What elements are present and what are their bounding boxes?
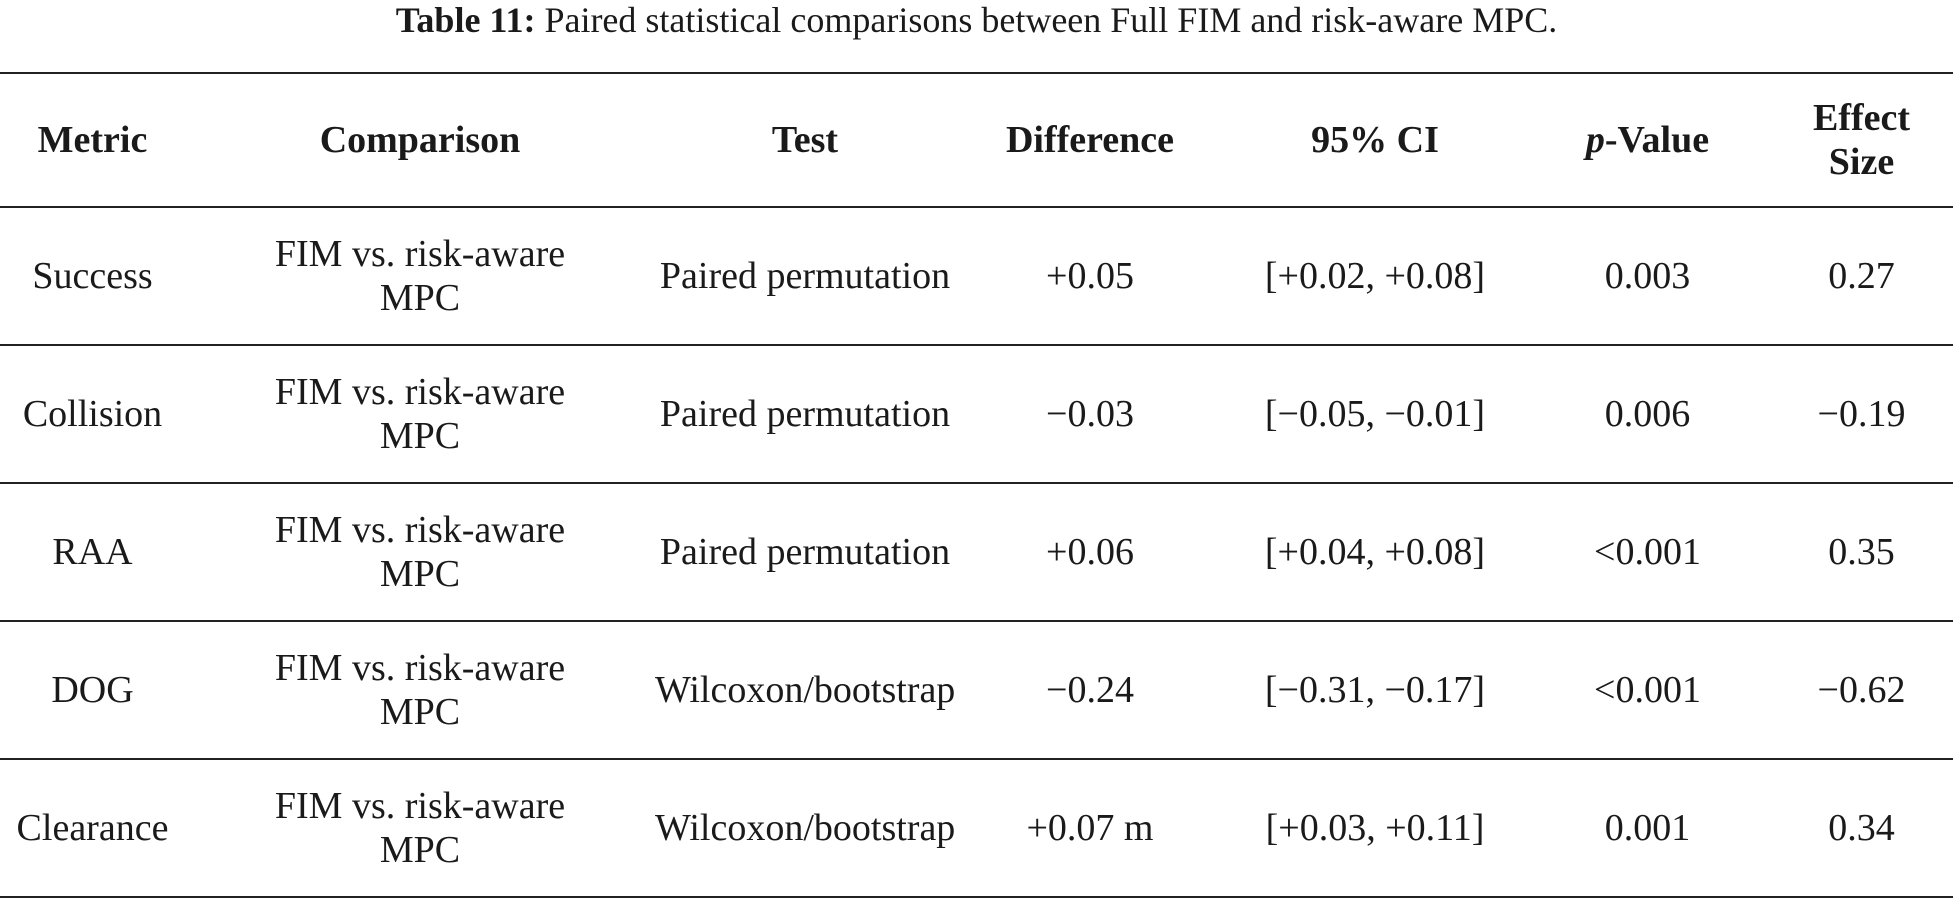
cell-test: Paired permutation	[655, 207, 955, 346]
cell-pvalue: <0.001	[1525, 483, 1770, 622]
cell-comparison-line2: MPC	[379, 277, 461, 319]
header-metric: Metric	[0, 72, 185, 208]
header-pvalue-rest: -Value	[1604, 119, 1710, 161]
cell-effect-size: 0.34	[1770, 759, 1953, 898]
cell-comparison-line1: FIM vs. risk-aware	[274, 233, 566, 275]
header-ci: 95% CI	[1225, 72, 1525, 208]
cell-metric: RAA	[0, 483, 185, 622]
cell-comparison: FIM vs. risk-aware MPC	[185, 621, 655, 760]
cell-comparison-line1: FIM vs. risk-aware	[274, 785, 566, 827]
cell-pvalue: 0.006	[1525, 345, 1770, 484]
cell-effect-size: 0.27	[1770, 207, 1953, 346]
cell-effect-size: −0.19	[1770, 345, 1953, 484]
cell-test: Paired permutation	[655, 483, 955, 622]
header-pvalue: p-Value	[1525, 72, 1770, 208]
table-header-row: Metric Comparison Test Difference 95% CI…	[0, 72, 1953, 208]
cell-comparison-line1: FIM vs. risk-aware	[274, 509, 566, 551]
cell-comparison-line2: MPC	[379, 553, 461, 595]
cell-comparison-line2: MPC	[379, 829, 461, 871]
cell-comparison-line2: MPC	[379, 415, 461, 457]
cell-difference: −0.03	[955, 345, 1225, 484]
cell-effect-size: −0.62	[1770, 621, 1953, 760]
cell-difference: +0.07 m	[955, 759, 1225, 898]
cell-ci: [−0.31, −0.17]	[1225, 621, 1525, 760]
cell-ci: [+0.02, +0.08]	[1225, 207, 1525, 346]
cell-metric: Clearance	[0, 759, 185, 898]
header-pvalue-italic: p	[1585, 119, 1605, 161]
cell-effect-size: 0.35	[1770, 483, 1953, 622]
cell-ci: [−0.05, −0.01]	[1225, 345, 1525, 484]
cell-pvalue: 0.001	[1525, 759, 1770, 898]
cell-test: Paired permutation	[655, 345, 955, 484]
cell-test: Wilcoxon/bootstrap	[655, 621, 955, 760]
header-comparison: Comparison	[185, 72, 655, 208]
cell-test: Wilcoxon/bootstrap	[655, 759, 955, 898]
cell-comparison: FIM vs. risk-aware MPC	[185, 483, 655, 622]
cell-difference: −0.24	[955, 621, 1225, 760]
cell-ci: [+0.04, +0.08]	[1225, 483, 1525, 622]
header-effect-line2: Size	[1828, 141, 1895, 183]
cell-comparison-line1: FIM vs. risk-aware	[274, 647, 566, 689]
cell-metric: Collision	[0, 345, 185, 484]
table-row: Clearance FIM vs. risk-aware MPC Wilcoxon…	[0, 759, 1953, 898]
cell-comparison: FIM vs. risk-aware MPC	[185, 345, 655, 484]
table-caption: Table 11: Paired statistical comparisons…	[0, 0, 1953, 44]
header-difference: Difference	[955, 72, 1225, 208]
caption-label: Table 11:	[395, 0, 536, 40]
cell-difference: +0.06	[955, 483, 1225, 622]
caption-text: Paired statistical comparisons between F…	[544, 0, 1558, 40]
cell-comparison-line1: FIM vs. risk-aware	[274, 371, 566, 413]
cell-difference: +0.05	[955, 207, 1225, 346]
cell-comparison-line2: MPC	[379, 691, 461, 733]
table-row: Collision FIM vs. risk-aware MPC Paired p…	[0, 345, 1953, 484]
cell-metric: Success	[0, 207, 185, 346]
cell-ci: [+0.03, +0.11]	[1225, 759, 1525, 898]
header-effect-size: Effect Size	[1770, 72, 1953, 208]
header-effect-line1: Effect	[1812, 97, 1911, 139]
table-row: DOG FIM vs. risk-aware MPC Wilcoxon/boots…	[0, 621, 1953, 760]
cell-comparison: FIM vs. risk-aware MPC	[185, 207, 655, 346]
table-row: Success FIM vs. risk-aware MPC Paired per…	[0, 207, 1953, 346]
cell-metric: DOG	[0, 621, 185, 760]
cell-pvalue: <0.001	[1525, 621, 1770, 760]
header-test: Test	[655, 72, 955, 208]
cell-pvalue: 0.003	[1525, 207, 1770, 346]
cell-comparison: FIM vs. risk-aware MPC	[185, 759, 655, 898]
table-row: RAA FIM vs. risk-aware MPC Paired permuta…	[0, 483, 1953, 622]
comparison-table: Metric Comparison Test Difference 95% CI…	[0, 72, 1953, 898]
